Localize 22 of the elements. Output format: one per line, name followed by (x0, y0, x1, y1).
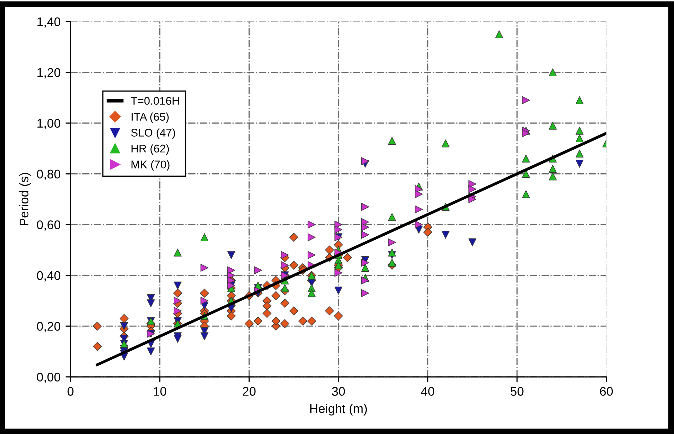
legend-label: HR (62) (132, 144, 170, 155)
y-tick-label: 0,80 (37, 170, 61, 180)
x-tick-label: 20 (243, 387, 256, 396)
legend-label: T=0.016H (131, 97, 180, 106)
x-tick-label: 30 (332, 387, 346, 396)
x-tick-label: 40 (421, 387, 434, 396)
y-tick-label: 0,20 (37, 322, 61, 333)
x-tick-label: 10 (154, 387, 167, 396)
y-tick-label: 1,40 (38, 18, 61, 28)
y-axis-title: Period (s) (20, 173, 32, 226)
legend-label: MK (70) (132, 160, 170, 171)
y-tick-label: 0,60 (37, 220, 61, 231)
y-tick-label: 1,00 (38, 119, 61, 130)
x-axis-title: Height (m) (310, 404, 368, 416)
legend-label: ITA (65) (132, 112, 169, 124)
legend-label: SLO (47) (131, 128, 176, 140)
x-tick-label: 60 (600, 387, 614, 396)
y-tick-label: 0,40 (37, 271, 61, 282)
x-tick-label: 50 (510, 387, 524, 396)
y-tick-label: 0,00 (37, 372, 61, 384)
x-tick-label: 0 (68, 387, 74, 396)
y-tick-label: 1,20 (38, 68, 61, 79)
